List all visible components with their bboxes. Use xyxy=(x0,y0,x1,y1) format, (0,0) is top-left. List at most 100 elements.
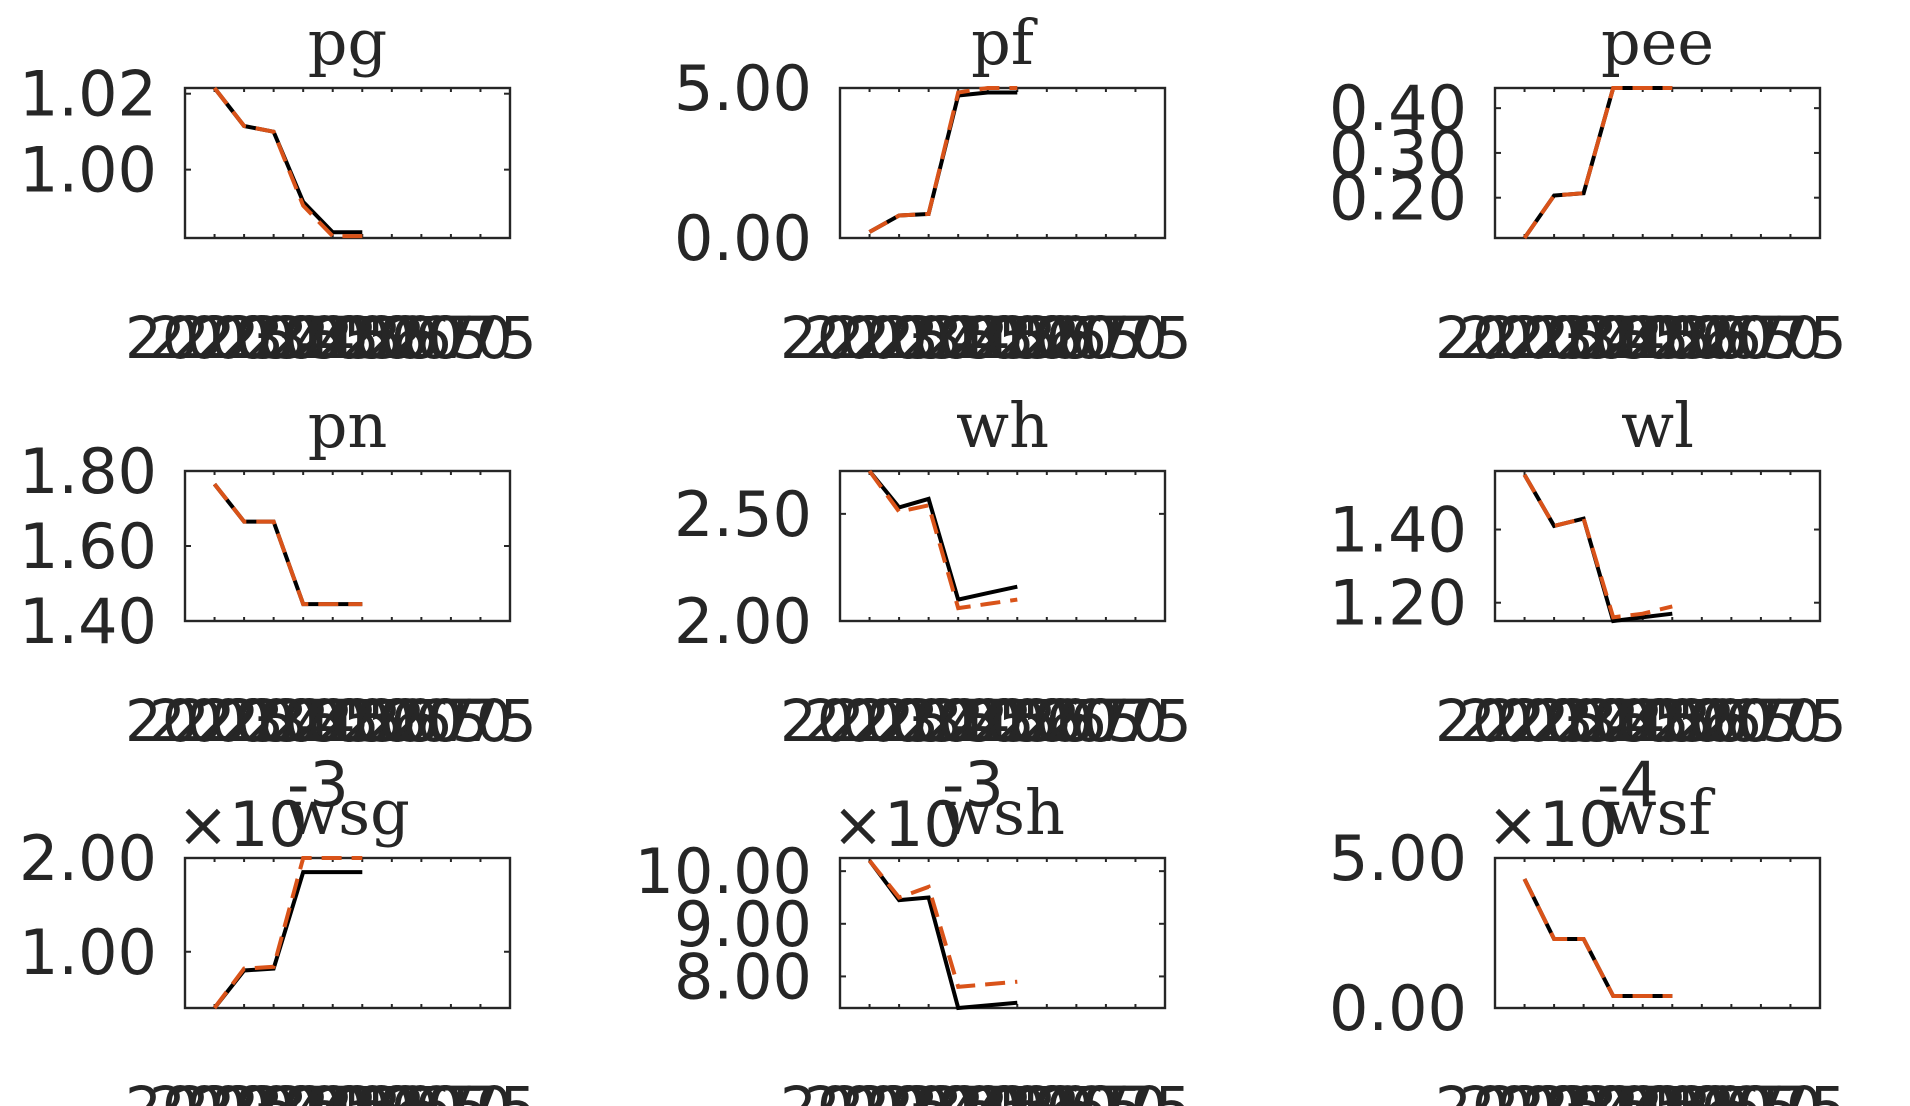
x-tick-label: 2020 xyxy=(780,1074,928,1106)
axes-box xyxy=(1493,856,1822,1010)
subplot-title: pee xyxy=(1601,6,1714,79)
y-tick-label: 1.40 xyxy=(19,585,157,658)
y-tick-label: 0.30 xyxy=(1329,117,1467,190)
series-line-model xyxy=(867,469,1018,602)
x-tick-label: 2070 xyxy=(1020,1074,1168,1106)
x-tick-label: 2045 xyxy=(1555,1074,1703,1106)
x-tick-label: 2035 xyxy=(852,304,1000,372)
x-tick-label: 2070 xyxy=(365,1074,513,1106)
series-line-data xyxy=(212,856,363,1010)
x-tick-label: 2045 xyxy=(900,1074,1048,1106)
x-tick-label: 2055 xyxy=(948,304,1096,372)
x-tick-label: 2035 xyxy=(852,1074,1000,1106)
y-tick-label: 9.00 xyxy=(674,888,812,961)
x-tick-label: 2050 xyxy=(1579,687,1727,755)
x-tick-label: 2040 xyxy=(221,304,369,372)
x-tick-label: 2055 xyxy=(1603,304,1751,372)
axes-box xyxy=(183,469,512,623)
x-tick-label: 2050 xyxy=(269,687,417,755)
x-tick-label: 2065 xyxy=(341,1074,489,1106)
axes-box xyxy=(1493,86,1822,240)
x-tick-label: 2065 xyxy=(1651,304,1799,372)
y-tick-label: 0.40 xyxy=(1329,72,1467,145)
subplot-pn: 1.401.601.80 2020202520302035204020452050… xyxy=(19,389,537,755)
subplot-title: pn xyxy=(308,389,388,462)
x-tick-label: 2055 xyxy=(293,1074,441,1106)
y-tick-label: 5.00 xyxy=(1329,822,1467,895)
x-tick-label: 2030 xyxy=(828,1074,976,1106)
x-tick-label: 2025 xyxy=(149,304,297,372)
x-tick-label: 2020 xyxy=(1435,304,1583,372)
x-tick-label: 2040 xyxy=(876,1074,1024,1106)
x-tick-label: 2020 xyxy=(1435,1074,1583,1106)
x-tick-label: 2040 xyxy=(1531,1074,1679,1106)
x-tick-label: 2030 xyxy=(1483,687,1631,755)
x-tick-label: 2060 xyxy=(1627,1074,1775,1106)
x-tick-label: 2070 xyxy=(365,304,513,372)
axis-exponent-label: ×10 xyxy=(1487,788,1618,861)
y-tick-label: 2.00 xyxy=(19,822,157,895)
x-tick-label: 2050 xyxy=(924,687,1072,755)
subplot-wh: 2.00 2.50 20202025203020352040204520502055… xyxy=(674,389,1192,755)
y-tick-label: 1.00 xyxy=(19,916,157,989)
x-tick-label: 2045 xyxy=(245,687,393,755)
series-line-data xyxy=(867,859,1018,990)
subplot-pg: 1.001.02 20202025203020352040204520502055… xyxy=(19,6,537,372)
x-tick-label: 2020 xyxy=(1435,687,1583,755)
x-tick-label: 2045 xyxy=(245,1074,393,1106)
x-tick-label: 2025 xyxy=(149,1074,297,1106)
series-line-data xyxy=(1522,878,1673,998)
y-tick-label: 5.00 xyxy=(674,52,812,125)
x-tick-label: 2050 xyxy=(269,1074,417,1106)
axis-exponent-power: -4 xyxy=(1597,748,1659,821)
x-tick-label: 2040 xyxy=(1531,304,1679,372)
x-tick-label: 2060 xyxy=(317,687,465,755)
x-tick-label: 2060 xyxy=(1627,304,1775,372)
x-tick-label: 2035 xyxy=(197,1074,345,1106)
y-tick-label: 1.02 xyxy=(19,58,157,131)
x-tick-label: 2020 xyxy=(780,304,928,372)
y-tick-label: 8.00 xyxy=(674,940,812,1013)
subplot-title: wsf xyxy=(1604,776,1716,849)
x-tick-label: 2060 xyxy=(972,687,1120,755)
subplot-pee: 0.200.300.40 2020202520302035204020452050… xyxy=(1329,6,1847,372)
x-tick-label: 2075 xyxy=(1699,687,1847,755)
x-tick-label: 2040 xyxy=(221,687,369,755)
x-tick-label: 2075 xyxy=(389,1074,537,1106)
x-tick-label: 2070 xyxy=(1020,687,1168,755)
y-tick-label: 1.40 xyxy=(1329,494,1467,567)
x-tick-label: 2075 xyxy=(1699,304,1847,372)
x-tick-label: 2070 xyxy=(1675,1074,1823,1106)
series-line-data xyxy=(212,482,363,607)
x-tick-label: 2030 xyxy=(828,687,976,755)
x-tick-label: 2070 xyxy=(1020,304,1168,372)
axes-box xyxy=(838,86,1167,240)
y-tick-label: 1.00 xyxy=(19,134,157,207)
x-tick-label: 2045 xyxy=(1555,687,1703,755)
subplot-pf: 0.00 5.00 20202025203020352040204520502055… xyxy=(674,6,1192,372)
y-tick-label: 0.00 xyxy=(674,202,812,275)
x-tick-label: 2020 xyxy=(780,687,928,755)
y-tick-label: 1.80 xyxy=(19,435,157,508)
series-line-data xyxy=(868,86,1018,234)
x-tick-label: 2045 xyxy=(245,304,393,372)
subplot-title: wl xyxy=(1621,389,1694,462)
subplot-title: pf xyxy=(971,6,1038,79)
y-tick-label: 0.00 xyxy=(1329,972,1467,1045)
x-tick-label: 2040 xyxy=(221,1074,369,1106)
series-line-data xyxy=(867,469,1018,611)
x-tick-label: 2040 xyxy=(876,687,1024,755)
subplot-wsf: 0.00 5.00 20202025203020352040204520502055… xyxy=(1329,748,1847,1106)
x-tick-label: 2070 xyxy=(1675,687,1823,755)
x-tick-label: 2025 xyxy=(1459,1074,1607,1106)
axis-exponent-power: -3 xyxy=(942,748,1004,821)
x-tick-label: 2025 xyxy=(804,687,952,755)
x-tick-label: 2075 xyxy=(389,687,537,755)
x-tick-label: 2055 xyxy=(948,687,1096,755)
x-tick-label: 2035 xyxy=(1507,1074,1655,1106)
x-tick-label: 2025 xyxy=(804,1074,952,1106)
series-line-data xyxy=(1522,473,1673,620)
subplot-title: pg xyxy=(308,6,387,79)
x-tick-label: 2065 xyxy=(341,304,489,372)
x-tick-label: 2020 xyxy=(125,304,273,372)
